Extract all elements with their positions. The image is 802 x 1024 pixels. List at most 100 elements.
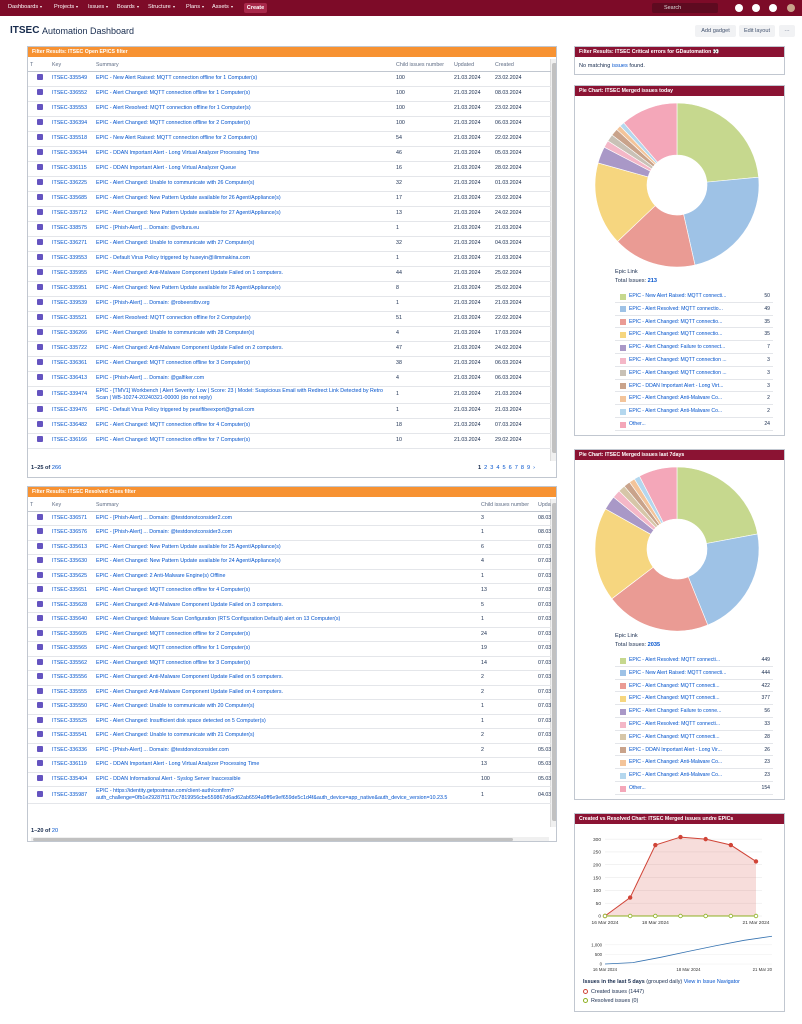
legend-row[interactable]: EPIC - Alert Changed: Failure to conne..… xyxy=(615,705,773,718)
summary[interactable]: EPIC - Alert Changed: 2 Anti-Malware Eng… xyxy=(94,569,479,584)
summary[interactable]: EPIC - New Alert Raised: MQTT connection… xyxy=(94,71,394,87)
summary[interactable]: EPIC - [Phish-Alert] ... Domain: @testdo… xyxy=(94,525,479,541)
column-header[interactable]: Created xyxy=(493,59,551,72)
issue-row[interactable]: ITSEC-335685 EPIC - Alert Changed: New Pa… xyxy=(28,191,551,207)
notifications-icon[interactable] xyxy=(735,4,743,12)
summary[interactable]: EPIC - Alert Changed: New Pattern Update… xyxy=(94,540,479,555)
issue-key[interactable]: ITSEC-336413 xyxy=(50,371,94,387)
issue-key[interactable]: ITSEC-336119 xyxy=(50,757,94,773)
legend-label[interactable]: EPIC - Alert Changed: Failure to conne..… xyxy=(629,708,722,715)
legend-row[interactable]: EPIC - Alert Changed: MQTT connectio... 3… xyxy=(615,328,773,342)
legend-label[interactable]: EPIC - Alert Changed: Anti-Malware Co... xyxy=(629,395,723,402)
summary[interactable]: EPIC - Default Virus Policy triggered by… xyxy=(94,403,394,419)
issue-row[interactable]: ITSEC-339539 EPIC - [Phish-Alert] ... Dom… xyxy=(28,296,551,312)
issue-row[interactable]: ITSEC-336336 EPIC - [Phish-Alert] ... Dom… xyxy=(28,743,551,758)
legend-label[interactable]: EPIC - Alert Changed: MQTT connecti... xyxy=(629,733,720,740)
issue-key[interactable]: ITSEC-339474 xyxy=(50,386,94,404)
summary[interactable]: EPIC - https://identity.getpostman.com/c… xyxy=(94,786,479,804)
issue-key[interactable]: ITSEC-335628 xyxy=(50,598,94,613)
issue-row[interactable]: ITSEC-336576 EPIC - [Phish-Alert] ... Dom… xyxy=(28,525,551,541)
point[interactable] xyxy=(602,913,608,919)
issue-row[interactable]: ITSEC-338575 EPIC - [Phish-Alert] ... Dom… xyxy=(28,221,551,237)
issue-row[interactable]: ITSEC-335553 EPIC - Alert Resolved: MQTT … xyxy=(28,101,551,117)
point[interactable] xyxy=(627,895,633,900)
issue-key[interactable]: ITSEC-336482 xyxy=(50,418,94,434)
column-header[interactable]: Key xyxy=(50,499,94,512)
issue-key[interactable]: ITSEC-335556 xyxy=(50,670,94,686)
edit-layout-button[interactable]: Edit layout xyxy=(739,25,775,37)
issue-key[interactable]: ITSEC-335525 xyxy=(50,714,94,729)
legend-row[interactable]: EPIC - DDAN Important Alert - Long Virt.… xyxy=(615,380,773,393)
issue-key[interactable]: ITSEC-336361 xyxy=(50,356,94,372)
issue-row[interactable]: ITSEC-336266 EPIC - Alert Changed: Unable… xyxy=(28,326,551,342)
column-header[interactable]: Child issues number xyxy=(394,59,452,72)
issue-key[interactable]: ITSEC-336576 xyxy=(50,525,94,541)
summary[interactable]: EPIC - Alert Resolved: MQTT connection o… xyxy=(94,101,394,117)
legend-row[interactable]: EPIC - Alert Resolved: MQTT connecti... 3… xyxy=(615,718,773,731)
nav-item[interactable]: Assets xyxy=(212,4,233,10)
summary[interactable]: EPIC - Alert Changed: Anti-Malware Compo… xyxy=(94,598,479,613)
issue-row[interactable]: ITSEC-339476 EPIC - Default Virus Policy … xyxy=(28,403,551,419)
point[interactable] xyxy=(653,842,658,848)
issue-row[interactable]: ITSEC-335625 EPIC - Alert Changed: 2 Anti… xyxy=(28,569,551,584)
legend-row[interactable]: EPIC - Alert Changed: Anti-Malware Co...… xyxy=(615,769,773,782)
legend-row[interactable]: Other... 154 xyxy=(615,782,773,795)
page-link[interactable]: 3 xyxy=(490,465,494,471)
summary[interactable]: EPIC - [Phish-Alert] ... Domain: @testdo… xyxy=(94,511,479,526)
issue-row[interactable]: ITSEC-336119 EPIC - DDAN Important Alert … xyxy=(28,757,551,773)
issue-key[interactable]: ITSEC-336166 xyxy=(50,433,94,449)
issue-key[interactable]: ITSEC-335951 xyxy=(50,281,94,297)
issue-key[interactable]: ITSEC-335722 xyxy=(50,341,94,357)
page-link[interactable]: 4 xyxy=(496,465,500,471)
total-value[interactable]: 2035 xyxy=(647,642,661,648)
issue-row[interactable]: ITSEC-335521 EPIC - Alert Resolved: MQTT … xyxy=(28,311,551,327)
summary[interactable]: EPIC - Alert Changed: Anti-Malware Compo… xyxy=(94,341,394,357)
issue-row[interactable]: ITSEC-335550 EPIC - Alert Changed: Unable… xyxy=(28,699,551,715)
issue-key[interactable]: ITSEC-335518 xyxy=(50,131,94,147)
legend-row[interactable]: EPIC - Alert Changed: Failure to connect… xyxy=(615,341,773,354)
summary[interactable]: EPIC - Alert Changed: Anti-Malware Compo… xyxy=(94,670,479,686)
scrollbar[interactable] xyxy=(550,499,556,827)
issue-row[interactable]: ITSEC-335987 EPIC - https://identity.getp… xyxy=(28,786,551,804)
issue-key[interactable]: ITSEC-335553 xyxy=(50,101,94,117)
summary[interactable]: EPIC - Alert Changed: Unable to communic… xyxy=(94,728,479,744)
legend-row[interactable]: Other... 24 xyxy=(615,418,773,431)
summary[interactable]: EPIC - Alert Changed: Insufficient disk … xyxy=(94,714,479,729)
legend-row[interactable]: EPIC - Alert Changed: MQTT connecti... 42… xyxy=(615,680,773,693)
page-link[interactable]: 8 xyxy=(520,465,524,471)
legend-row[interactable]: EPIC - DDAN Important Alert - Long Vir..… xyxy=(615,744,773,757)
legend-row[interactable]: EPIC - Alert Resolved: MQTT connecti... 4… xyxy=(615,654,773,667)
nav-item[interactable]: Boards xyxy=(117,4,139,10)
issue-row[interactable]: ITSEC-335955 EPIC - Alert Changed: Anti-M… xyxy=(28,266,551,282)
column-header[interactable]: Updated xyxy=(452,59,493,72)
summary[interactable]: EPIC - Alert Changed: MQTT connection of… xyxy=(94,116,394,132)
legend-label[interactable]: EPIC - Alert Changed: MQTT connecti... xyxy=(629,682,720,689)
issue-row[interactable]: ITSEC-339474 EPIC - [TMV1] Workbench | Al… xyxy=(28,386,551,404)
issue-key[interactable]: ITSEC-335549 xyxy=(50,71,94,87)
legend-row[interactable]: EPIC - Alert Changed: Anti-Malware Co...… xyxy=(615,392,773,406)
issue-row[interactable]: ITSEC-336225 EPIC - Alert Changed: Unable… xyxy=(28,176,551,192)
column-header[interactable]: Key xyxy=(50,59,94,72)
point[interactable] xyxy=(728,913,734,919)
issue-row[interactable]: ITSEC-336166 EPIC - Alert Changed: MQTT c… xyxy=(28,433,551,449)
point[interactable] xyxy=(703,836,708,842)
issue-row[interactable]: ITSEC-336482 EPIC - Alert Changed: MQTT c… xyxy=(28,418,551,434)
column-header[interactable]: Summary xyxy=(94,499,479,512)
summary[interactable]: EPIC - [TMV1] Workbench | Alert Severity… xyxy=(94,386,394,404)
issue-key[interactable]: ITSEC-335712 xyxy=(50,206,94,222)
more-button[interactable]: ··· xyxy=(779,25,795,37)
legend-label[interactable]: EPIC - New Alert Raised: MQTT connecti..… xyxy=(629,293,727,299)
summary[interactable]: EPIC - Alert Changed: New Pattern Update… xyxy=(94,554,479,570)
summary[interactable]: EPIC - Alert Changed: New Pattern Update… xyxy=(94,281,394,297)
legend-label[interactable]: EPIC - Alert Changed: Failure to connect… xyxy=(629,344,726,351)
issue-row[interactable]: ITSEC-335630 EPIC - Alert Changed: New Pa… xyxy=(28,554,551,570)
nav-item[interactable]: Plans xyxy=(186,4,204,10)
issue-key[interactable]: ITSEC-335404 xyxy=(50,772,94,787)
issue-row[interactable]: ITSEC-336344 EPIC - DDAN Important Alert … xyxy=(28,146,551,162)
legend-row[interactable]: EPIC - Alert Changed: MQTT connecti... 37… xyxy=(615,692,773,706)
issue-key[interactable]: ITSEC-336552 xyxy=(50,86,94,102)
legend-label[interactable]: EPIC - Alert Changed: MQTT connectio... xyxy=(629,331,723,338)
summary[interactable]: EPIC - DDAN Informational Alert - Syslog… xyxy=(94,772,479,787)
nav-item[interactable]: Structure xyxy=(148,4,175,10)
issue-key[interactable]: ITSEC-336344 xyxy=(50,146,94,162)
